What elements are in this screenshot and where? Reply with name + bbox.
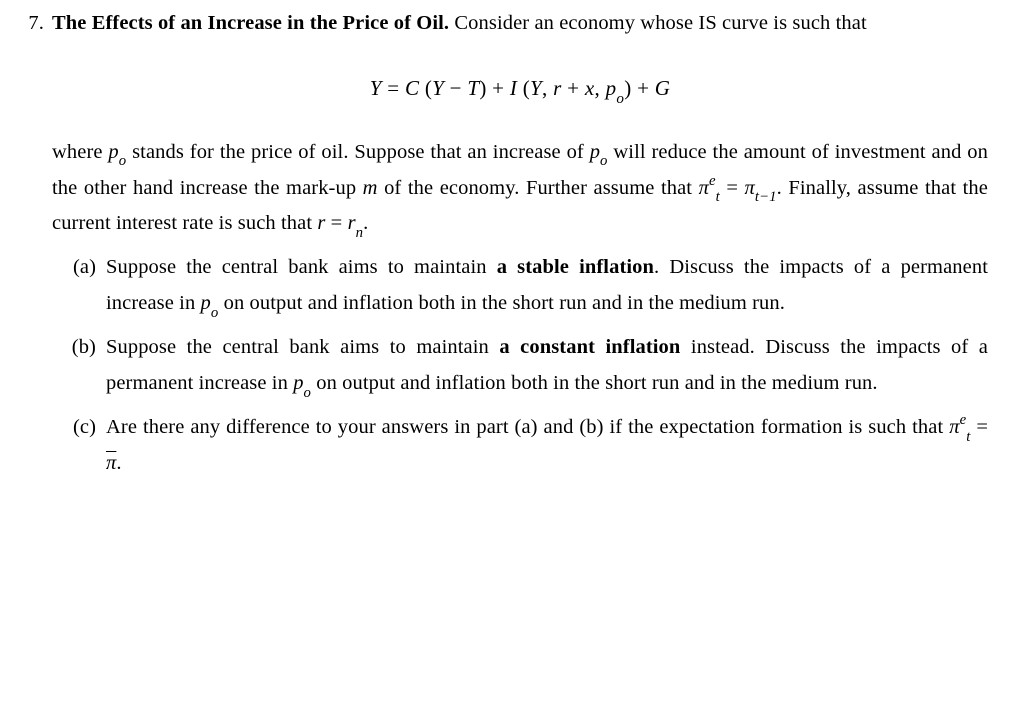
part-a-body: Suppose the central bank aims to maintai… (106, 250, 988, 322)
eq-G: G (655, 76, 670, 100)
a-bold: a stable inflation (497, 256, 654, 278)
intro-text: Consider an economy whose IS curve is su… (449, 12, 867, 34)
eq-comma2: , (594, 76, 605, 100)
pi-sup: e (709, 173, 716, 189)
dot: . (363, 212, 368, 234)
a-t1: Suppose the central bank aims to maintai… (106, 256, 497, 278)
eq-plus3: + (632, 76, 655, 100)
c-eq: = (970, 416, 988, 438)
b-t3: on output and inflation both in the shor… (311, 372, 878, 394)
problem-body: The Effects of an Increase in the Price … (52, 6, 988, 482)
where-1d: of the economy. Further assume that (378, 177, 699, 199)
part-c-body: Are there any difference to your answers… (106, 410, 988, 482)
eq-comma1: , (542, 76, 553, 100)
eq-minus: − (444, 76, 467, 100)
pi-sub: t (716, 189, 720, 205)
pi-e-t: π (699, 177, 709, 199)
m-var: m (363, 177, 378, 199)
a-t3: on output and inflation both in the shor… (218, 292, 785, 314)
a-po: p (201, 292, 211, 314)
part-c: (c) Are there any difference to your ans… (52, 410, 988, 482)
part-a: (a) Suppose the central bank aims to mai… (52, 250, 988, 322)
eq-r: r (553, 76, 561, 100)
eq-C: C (405, 76, 419, 100)
eq-open2: ( (517, 76, 530, 100)
where-1b: stands for the price of oil. Suppose tha… (126, 141, 589, 163)
rn-var: r (348, 212, 356, 234)
b-po-sub: o (304, 385, 311, 401)
b-bold: a constant inflation (499, 336, 680, 358)
c-dot: . (116, 452, 121, 474)
po-var: p (108, 141, 118, 163)
c-pi-sup: e (960, 412, 967, 428)
po-var-2: p (590, 141, 600, 163)
eq-txt: = (720, 177, 745, 199)
eq-plus1: + (487, 76, 510, 100)
rn-sub: n (356, 225, 363, 241)
eq-close1: ) (479, 76, 486, 100)
where-1a: where (52, 141, 108, 163)
eq-plus2: + (562, 76, 585, 100)
a-po-sub: o (211, 305, 218, 321)
part-b: (b) Suppose the central bank aims to mai… (52, 330, 988, 402)
eq-Y1: Y (432, 76, 444, 100)
eq-open1: ( (419, 76, 432, 100)
b-po: p (293, 372, 303, 394)
po-sub-2: o (600, 153, 607, 169)
eq-close2: ) (624, 76, 631, 100)
c-pi: π (949, 416, 959, 438)
pi-tm1-sub: t−1 (755, 189, 777, 205)
eq-p-sub: o (616, 91, 624, 107)
eq-txt-2: = (325, 212, 347, 234)
part-b-label: (b) (52, 330, 106, 402)
c-t1: Are there any difference to your answers… (106, 416, 949, 438)
where-paragraph: where po stands for the price of oil. Su… (52, 135, 988, 243)
eq-T: T (467, 76, 479, 100)
eq-Y2: Y (530, 76, 542, 100)
b-t1: Suppose the central bank aims to maintai… (106, 336, 499, 358)
part-b-body: Suppose the central bank aims to maintai… (106, 330, 988, 402)
po-sub: o (119, 153, 126, 169)
page: 7. The Effects of an Increase in the Pri… (0, 0, 1024, 482)
eq-equals: = (382, 76, 405, 100)
problem-7: 7. The Effects of an Increase in the Pri… (10, 6, 988, 482)
eq-p: p (606, 76, 617, 100)
c-pibar: π (106, 452, 116, 474)
is-equation: Y = C (Y − T) + I (Y, r + x, po) + G (52, 70, 988, 107)
c-pi-sub: t (966, 429, 970, 445)
pi-tm1: π (745, 177, 755, 199)
problem-number: 7. (10, 6, 52, 482)
part-c-label: (c) (52, 410, 106, 482)
part-a-label: (a) (52, 250, 106, 322)
eq-Y: Y (370, 76, 382, 100)
problem-title: The Effects of an Increase in the Price … (52, 12, 449, 34)
